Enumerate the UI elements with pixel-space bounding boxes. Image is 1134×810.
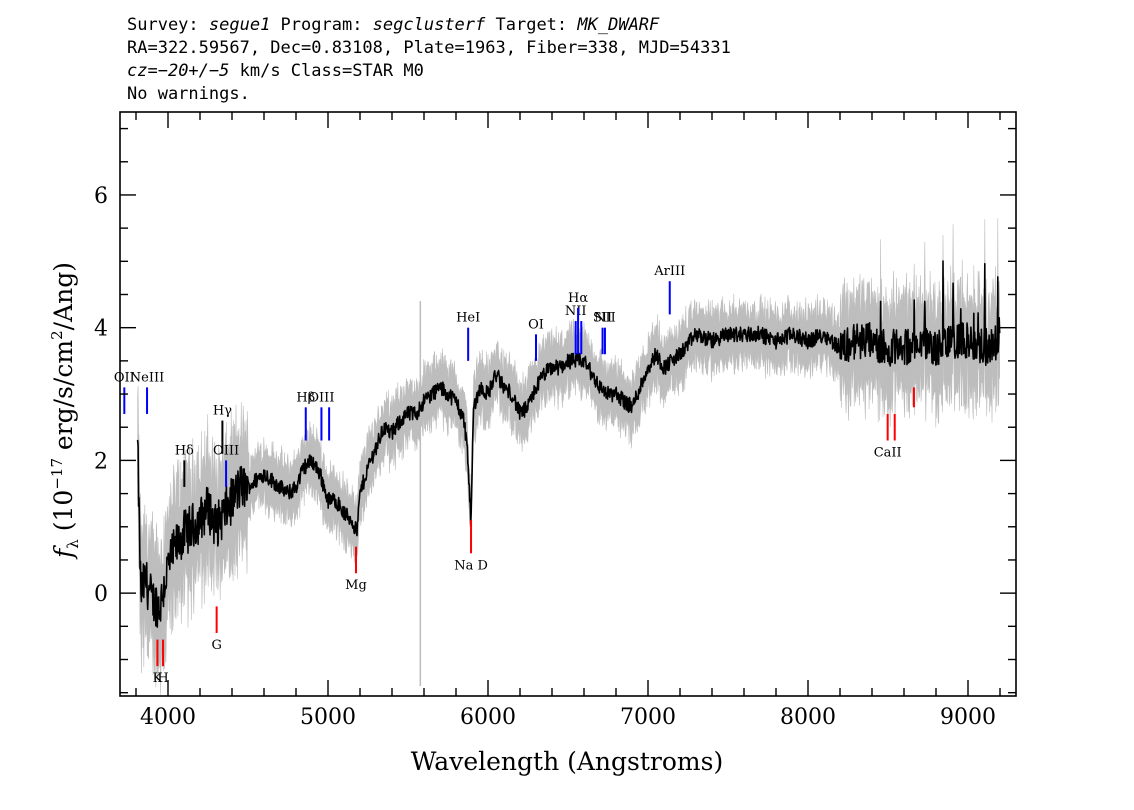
spectral-line-label-2: Hδ (175, 443, 194, 458)
spectral-line-label-1: NeIII (130, 370, 164, 385)
survey-label: Survey: (127, 15, 209, 35)
y-axis-post: /Ang) (49, 262, 78, 330)
flux-layer (136, 260, 1001, 628)
y-axis-exp2: 2 (48, 330, 66, 340)
y-tick-label: 2 (94, 449, 108, 474)
spectral-line-label-8: HeI (456, 311, 480, 326)
x-tick-label: 7000 (620, 705, 676, 730)
program-label: Program: (270, 15, 372, 35)
header-line-4: No warnings. (127, 84, 250, 104)
spectral-line-label-14: NII (594, 311, 616, 326)
x-tick-label: 4000 (140, 705, 196, 730)
spectral-line-label-13: SII (593, 311, 612, 326)
spectral-line-label-5: Hβ (296, 390, 315, 405)
y-tick-label: 0 (94, 582, 108, 607)
spectral-line-label-18: G (211, 638, 221, 653)
cz-value: =−20+/−5 (147, 61, 229, 81)
header-line-1: Survey: segue1 Program: segclusterf Targ… (127, 15, 660, 35)
plot-frame (119, 111, 1017, 697)
x-tick-label: 8000 (780, 705, 836, 730)
y-axis-title: fλ (10−17 erg/s/cm2/Ang) (48, 262, 82, 560)
x-tick-label: 6000 (460, 705, 516, 730)
spectral-line-label-0: OII (114, 370, 135, 385)
spectral-line-label-20: Na D (454, 558, 488, 573)
y-axis-pre: (10 (49, 490, 78, 540)
spectral-line-label-10: NII (565, 304, 587, 319)
spectral-line-label-17: H (157, 671, 168, 686)
survey-value: segue1 (209, 15, 270, 35)
y-axis-symbol: f (49, 545, 78, 560)
axes-layer: 4000 5000 6000 7000 8000 9000 0 2 4 6 (94, 111, 1017, 730)
flux-series-line (136, 260, 1001, 628)
spectral-line-label-4: OIII (213, 443, 239, 458)
spectral-line-label-3: Hγ (213, 404, 232, 419)
y-axis-exp1: −17 (48, 458, 66, 490)
header-line-2: RA=322.59567, Dec=0.83108, Plate=1963, F… (127, 38, 731, 58)
target-label: Target: (485, 15, 577, 35)
y-tick-label: 4 (94, 317, 108, 342)
spectral-line-label-19: Mg (345, 578, 367, 593)
x-tick-label: 9000 (940, 705, 996, 730)
header-line-3: cz=−20+/−5 km/s Class=STAR M0 (127, 61, 424, 81)
y-tick-label: 6 (94, 184, 108, 209)
spectral-line-label-6: OIII (308, 390, 334, 405)
y-axis-mid: erg/s/cm (49, 340, 78, 458)
spectral-line-label-15: ArIII (653, 264, 685, 279)
x-axis-title: Wavelength (Angstroms) (411, 747, 723, 776)
spectral-line-label-16: K (153, 671, 163, 686)
spectral-line-label-21: CaII (874, 446, 902, 461)
x-tick-label: 5000 (300, 705, 356, 730)
cz-label: cz (127, 61, 147, 81)
target-value: MK_DWARF (576, 15, 660, 35)
program-value: segclusterf (373, 15, 486, 35)
spectral-line-label-11: Hα (568, 291, 588, 306)
class-text: km/s Class=STAR M0 (229, 61, 423, 81)
spectral-line-label-9: OI (528, 317, 544, 332)
y-axis-symbol-sub: λ (64, 539, 82, 549)
